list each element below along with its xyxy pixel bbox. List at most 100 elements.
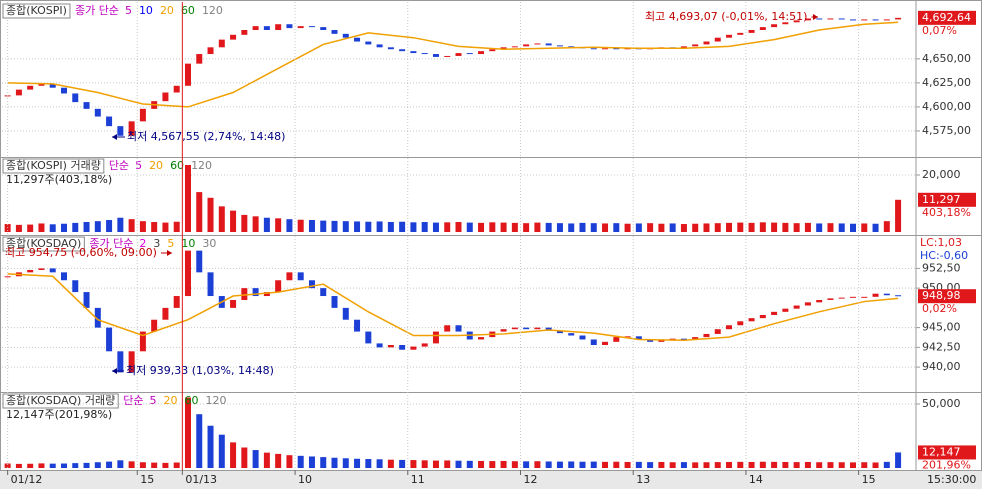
candle [241, 288, 248, 300]
candle [421, 343, 428, 347]
volume-bar [669, 462, 676, 468]
volume-bar [38, 223, 45, 232]
current-value-label: 12,147 [922, 445, 961, 458]
candle [106, 116, 113, 127]
current-change-label: 0,02% [922, 302, 957, 315]
volume-bar [241, 447, 248, 468]
candle [331, 30, 338, 34]
volume-bar [466, 222, 473, 232]
volume-bar [692, 462, 699, 468]
legend-entry: 30 [202, 237, 216, 250]
candle [297, 26, 304, 29]
current-value-box [918, 192, 976, 207]
volume-bar [320, 457, 327, 468]
volume-bar [635, 461, 642, 468]
volume-bar [286, 219, 293, 232]
volume-bar [647, 462, 654, 468]
candle [399, 49, 406, 52]
x-tick-label: 12 [523, 473, 537, 486]
volume-bar [478, 460, 485, 468]
volume-bar [861, 462, 868, 468]
candle [523, 327, 530, 330]
candle [556, 330, 563, 334]
legend-entry: 60 [170, 159, 184, 172]
candle [72, 93, 79, 103]
volume-bar [545, 222, 552, 232]
volume-bar [15, 463, 22, 468]
volume-bar [320, 220, 327, 232]
volume-bar [218, 434, 225, 468]
volume-bar [726, 461, 733, 468]
candle [714, 329, 721, 334]
volume-bar [759, 222, 766, 232]
candle [658, 340, 665, 342]
volume-bar [478, 222, 485, 232]
volume-bar [117, 217, 124, 232]
candle [230, 299, 237, 308]
legend-entry: 10 [181, 237, 195, 250]
legend-entry: 120 [191, 159, 212, 172]
volume-bar [827, 462, 834, 468]
candle [106, 327, 113, 352]
candle [15, 89, 22, 96]
volume-bar [568, 461, 575, 468]
volume-bar [342, 458, 349, 468]
y-tick-label: 952,50 [922, 261, 961, 274]
x-tick-label: 11 [411, 473, 425, 486]
volume-bar [230, 210, 237, 232]
candle [38, 83, 45, 86]
candle [883, 19, 890, 21]
candle [838, 18, 845, 20]
annotation-arrowhead [813, 14, 818, 20]
volume-bar [793, 462, 800, 468]
volume-bar [252, 216, 259, 232]
volume-bar [275, 218, 282, 232]
volume-bar [579, 222, 586, 232]
volume-bar [511, 461, 518, 468]
legend-entry: 10 [139, 4, 153, 17]
volume-bar [173, 462, 180, 468]
volume-bar [230, 442, 237, 468]
volume-bar [737, 222, 744, 232]
hc-label: HC:-0,60 [920, 249, 968, 262]
volume-bar [354, 221, 361, 232]
volume-bar [816, 223, 823, 232]
volume-bar [759, 461, 766, 468]
candle [590, 48, 597, 50]
panel-subtitle: 종가 단순 [89, 237, 133, 250]
volume-bar [139, 462, 146, 468]
candle [38, 268, 45, 270]
volume-bar [387, 459, 394, 468]
candle [252, 288, 259, 297]
candle [128, 121, 135, 136]
candle [387, 47, 394, 50]
volume-bar [106, 461, 113, 468]
volume-bar [804, 222, 811, 232]
volume-bar [376, 459, 383, 468]
candle [365, 41, 372, 45]
candle [117, 126, 124, 136]
candle [263, 26, 270, 30]
volume-bar [624, 461, 631, 468]
candle [173, 85, 180, 93]
candle [354, 319, 361, 332]
volume-bar [4, 463, 11, 468]
y-tick-label: 50,000 [922, 397, 961, 410]
panel-title: 종합(KOSDAQ) [6, 237, 81, 250]
candle [252, 26, 259, 30]
legend-entry: 120 [205, 394, 226, 407]
x-tick-label: 01/12 [11, 473, 43, 486]
candle [27, 269, 34, 273]
candle [827, 18, 834, 20]
volume-bar [162, 222, 169, 232]
volume-bar [297, 219, 304, 232]
candle [286, 272, 293, 281]
annotation: 최저 939,33 (1,03%, 14:48) [126, 364, 274, 377]
y-tick-label: 4,650,00 [922, 52, 971, 65]
candle [872, 293, 879, 297]
candle [218, 39, 225, 48]
panel-subtitle: 종가 단순 [75, 4, 119, 17]
annotation: 최고 954,75 (-0,60%, 09:00) [5, 246, 157, 259]
volume-bar [365, 221, 372, 232]
